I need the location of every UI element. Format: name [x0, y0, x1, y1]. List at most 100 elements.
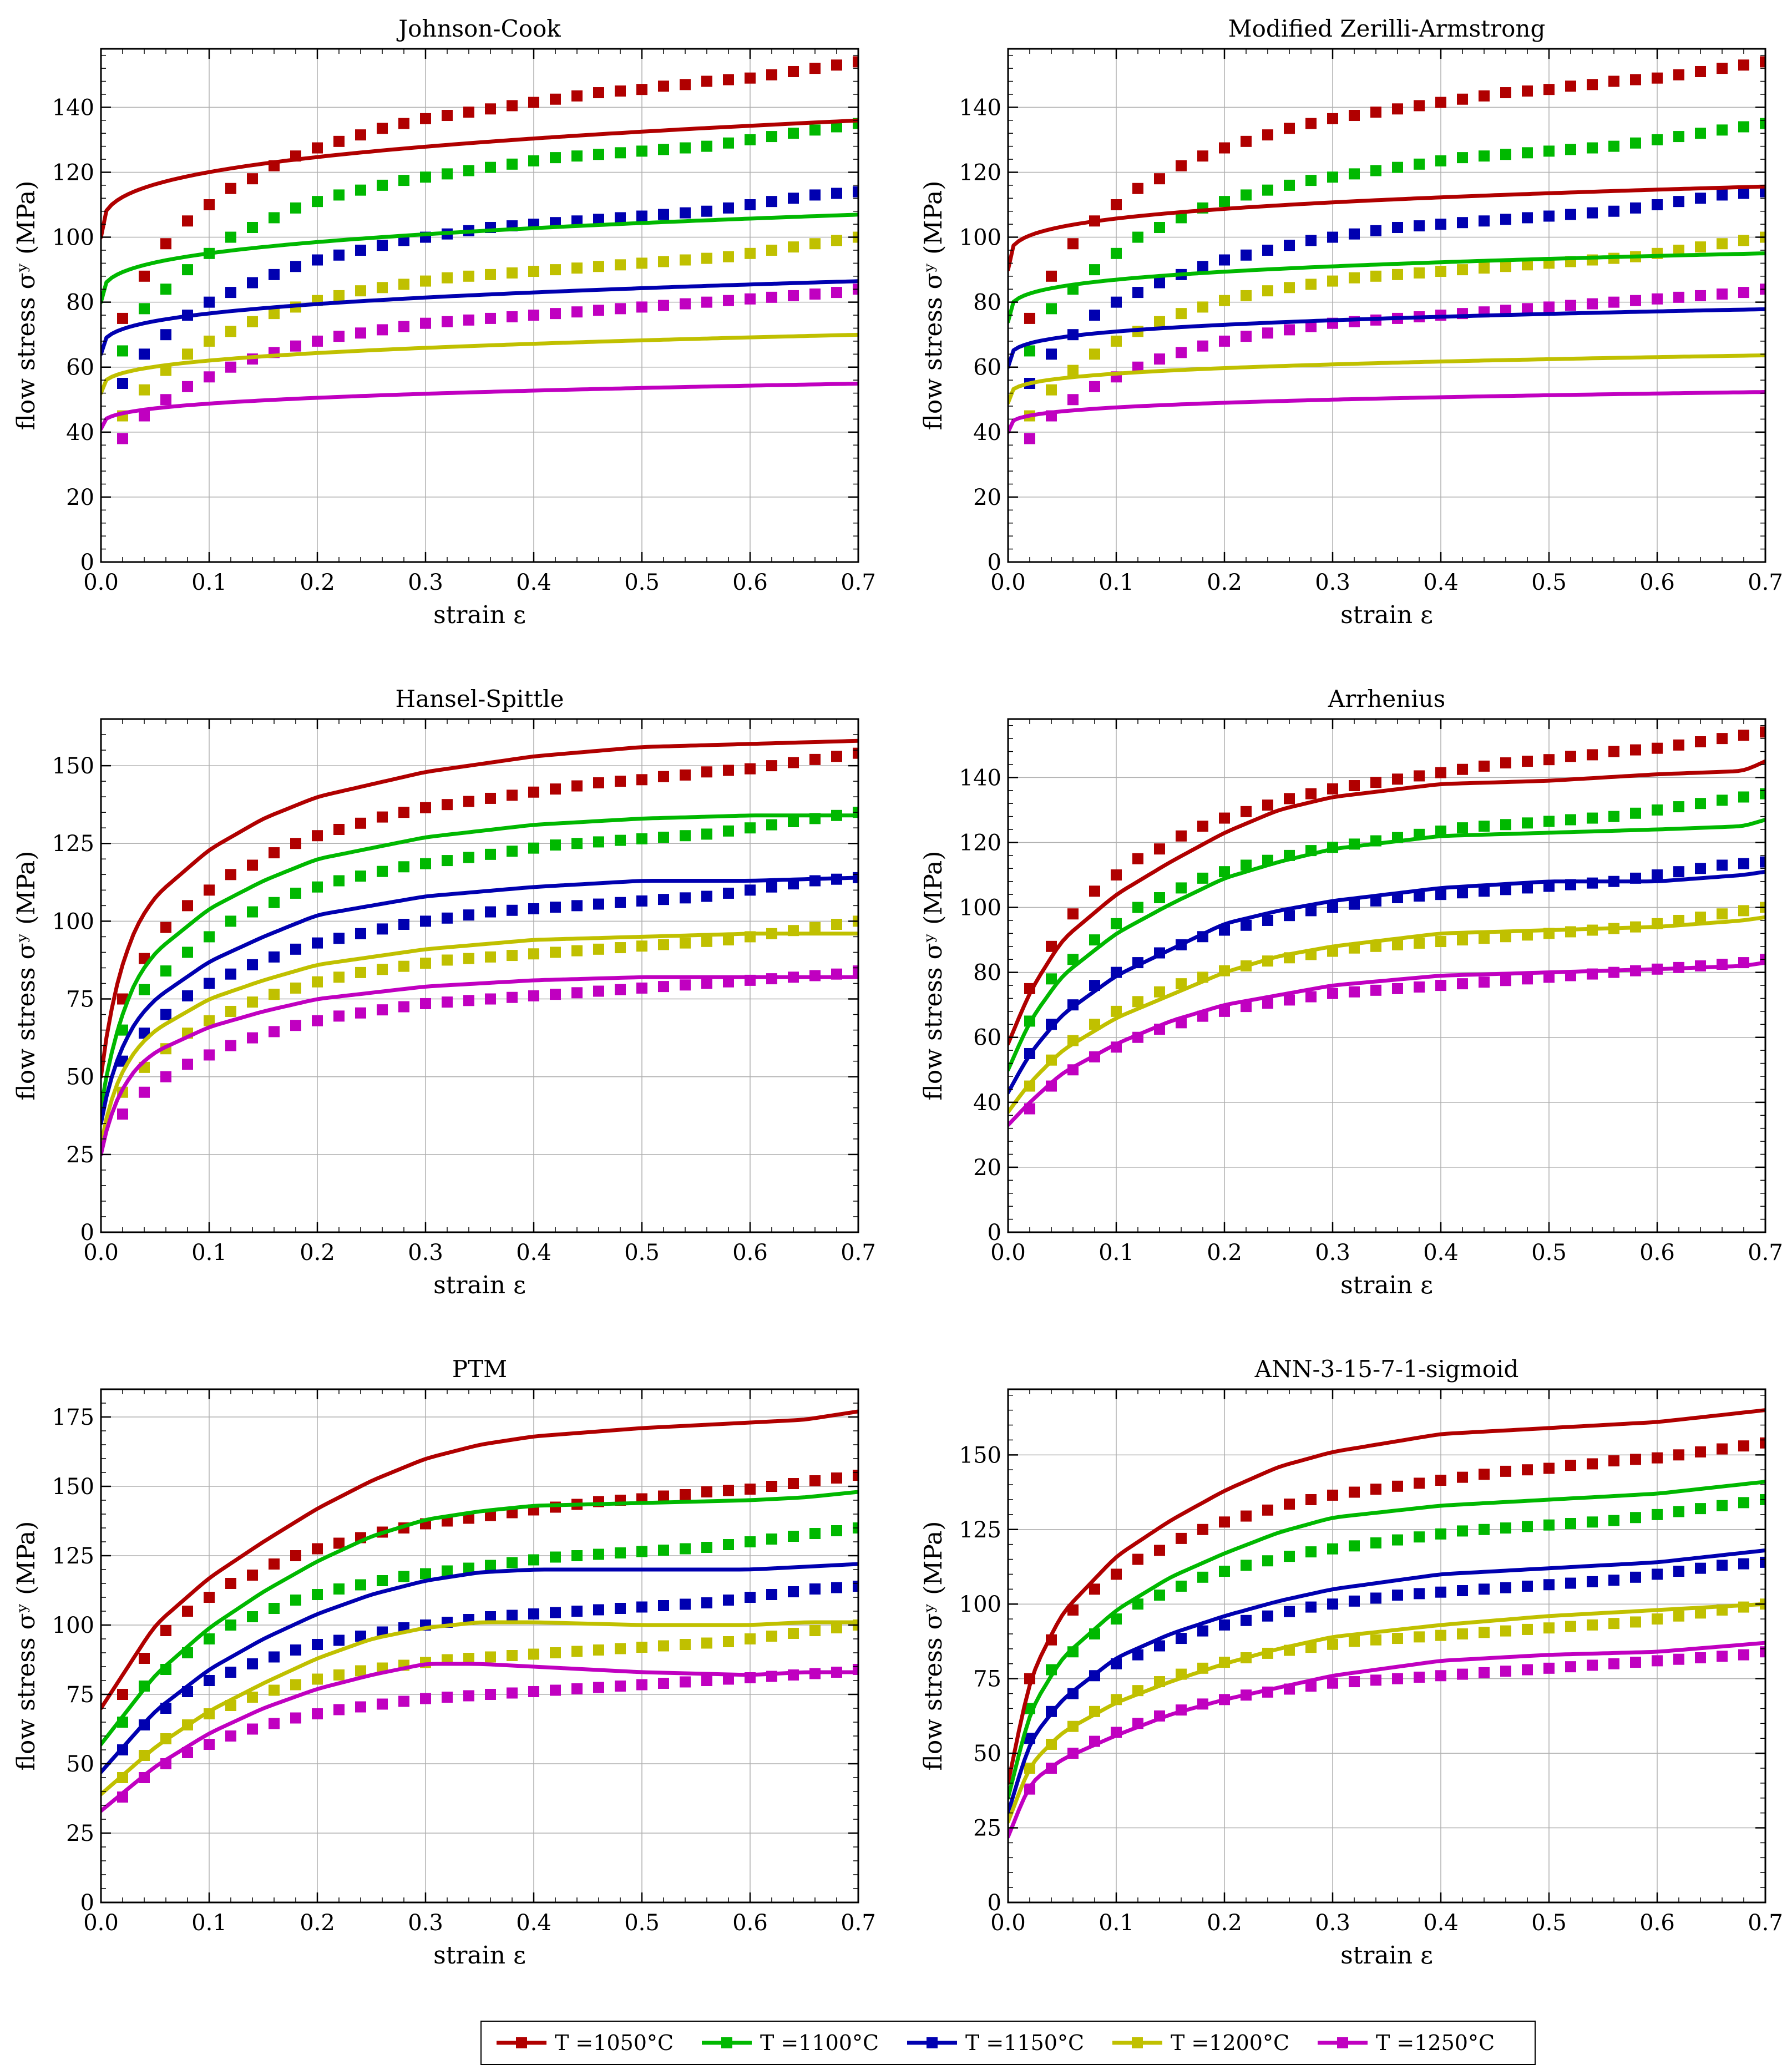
exp-point	[333, 1537, 345, 1549]
legend-entries: T =1050°C T =1100°C T =1150°C T =1200°C T =1…	[497, 2031, 1495, 2055]
exp-point	[571, 987, 583, 999]
exp-point	[1695, 863, 1706, 874]
exp-point	[1154, 316, 1165, 327]
exp-point	[1370, 1674, 1381, 1686]
exp-point	[1673, 196, 1684, 207]
exp-point	[1543, 816, 1555, 827]
plot-frame	[1007, 48, 1766, 563]
exp-point	[377, 964, 388, 975]
exp-point	[1543, 84, 1555, 95]
exp-point	[1284, 1499, 1295, 1510]
exp-point	[160, 1625, 171, 1636]
x-tick-label: 0.1	[1099, 570, 1134, 595]
y-tick-label: 100	[959, 895, 1001, 921]
exp-point	[636, 895, 647, 907]
exp-point	[658, 209, 669, 220]
exp-point	[788, 1531, 799, 1542]
exp-point	[1284, 123, 1295, 134]
exp-point	[204, 371, 215, 383]
panel-6: 0.0 0.1 0.2 0.3 0.4 0.5 0.6 0.7 0 25 50 75 100 125 150…	[919, 1355, 1783, 1970]
x-tick-label: 0.2	[1207, 1910, 1242, 1936]
exp-point	[1695, 1503, 1706, 1515]
exp-point	[1327, 171, 1338, 183]
exp-point	[766, 131, 777, 143]
exp-series-1250	[117, 284, 858, 444]
exp-point	[1500, 1465, 1511, 1477]
exp-point	[377, 1698, 388, 1710]
exp-point	[1479, 1627, 1490, 1638]
exp-point	[1132, 287, 1143, 298]
exp-point	[745, 1484, 756, 1495]
exp-point	[1652, 134, 1663, 145]
exp-point	[1176, 882, 1187, 894]
x-tick-label: 0.2	[1207, 570, 1242, 595]
exp-point	[1457, 1585, 1468, 1597]
exp-point	[117, 1689, 128, 1700]
exp-point	[1349, 272, 1360, 284]
y-tick-label: 80	[66, 290, 94, 316]
exp-point	[723, 765, 734, 776]
exp-point	[831, 121, 842, 133]
exp-point	[377, 923, 388, 935]
exp-point	[1111, 247, 1122, 259]
y-tick-label: 140	[959, 765, 1001, 791]
exp-point	[1349, 986, 1360, 998]
exp-point	[723, 1595, 734, 1606]
exp-point	[485, 848, 496, 860]
exp-point	[1089, 264, 1100, 276]
exp-point	[377, 123, 388, 134]
exp-point	[1392, 983, 1403, 994]
exp-point	[1479, 976, 1490, 988]
exp-point	[225, 968, 236, 980]
y-tick-label: 175	[52, 1405, 94, 1430]
exp-point	[1760, 56, 1765, 68]
exp-point	[1327, 231, 1338, 243]
exp-point	[680, 769, 691, 781]
exp-point	[225, 869, 236, 880]
exp-point	[225, 1005, 236, 1017]
exp-point	[809, 238, 821, 250]
exp-point	[1197, 150, 1208, 162]
exp-point	[615, 942, 626, 954]
exp-point	[1197, 821, 1208, 832]
legend-entry: T =1050°C	[497, 2031, 674, 2055]
exp-point	[1327, 1677, 1338, 1689]
legend-entry: T =1250°C	[1318, 2031, 1495, 2055]
exp-point	[658, 771, 669, 782]
exp-point	[1284, 324, 1295, 336]
exp-point	[593, 1548, 604, 1560]
x-tick-label: 0.3	[1315, 1910, 1350, 1936]
exp-point	[1500, 884, 1511, 895]
exp-point	[1522, 259, 1533, 271]
exp-point	[593, 836, 604, 848]
exp-point	[1479, 760, 1490, 772]
exp-point	[1349, 1595, 1360, 1607]
exp-point	[636, 982, 647, 994]
exp-point	[550, 839, 561, 851]
exp-point	[1630, 202, 1641, 214]
y-tick-label: 120	[52, 160, 94, 185]
exp-point	[355, 1701, 366, 1713]
exp-point	[1176, 1580, 1187, 1592]
exp-point	[420, 317, 431, 329]
exp-point	[1652, 1452, 1663, 1464]
exp-point	[247, 1032, 258, 1044]
exp-point	[333, 1704, 345, 1715]
exp-series-1250	[117, 1664, 858, 1803]
exp-point	[204, 978, 215, 989]
x-tick-label: 0.2	[300, 570, 335, 595]
exp-point	[420, 958, 431, 969]
exp-point	[1024, 312, 1035, 324]
exp-point	[1219, 196, 1230, 207]
exp-point	[1241, 189, 1252, 201]
y-tick-label: 20	[973, 485, 1001, 510]
legend-label: T =1200°C	[1171, 2031, 1289, 2055]
x-tick-label: 0.4	[1423, 1240, 1459, 1266]
exp-series-1250	[117, 965, 858, 1120]
model-curve-1100	[101, 212, 858, 305]
exp-point	[1565, 144, 1576, 155]
exp-point	[1327, 783, 1338, 794]
exp-point	[680, 207, 691, 219]
exp-point	[1370, 1634, 1381, 1646]
exp-point	[355, 184, 366, 196]
